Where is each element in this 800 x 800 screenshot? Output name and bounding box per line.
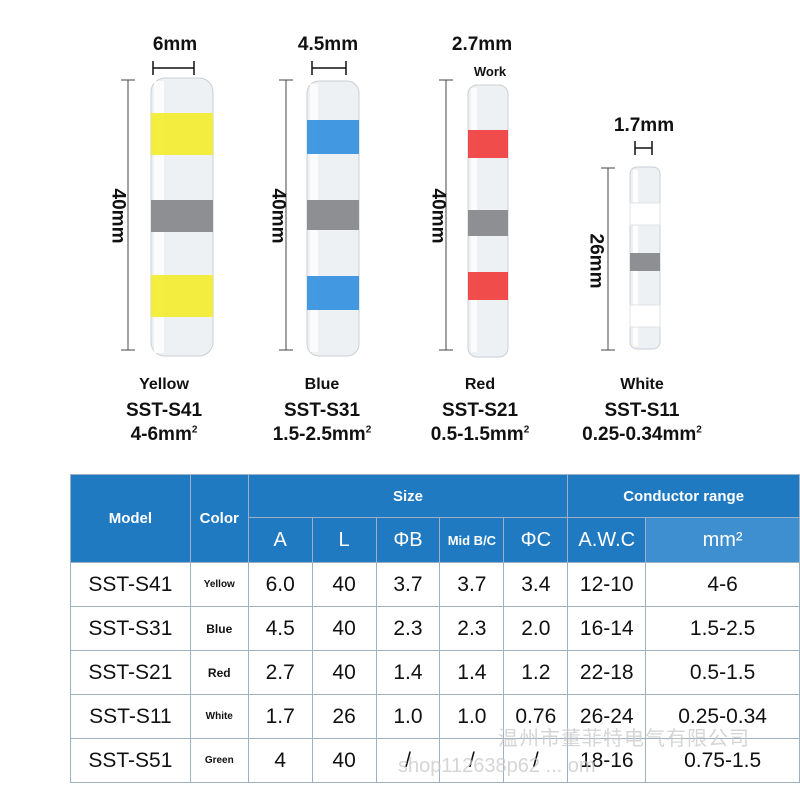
cell-mid: / — [439, 738, 505, 783]
cell-c: 0.76 — [503, 694, 569, 739]
cell-awc: 22-18 — [567, 650, 647, 695]
dimension-marker-2 — [311, 61, 347, 75]
header-a: A — [247, 517, 313, 563]
watermark-line-1: 温州市董菲特电气有限公司 — [498, 728, 750, 750]
header-mid: Mid B/C — [439, 517, 505, 563]
cell-color: White — [189, 694, 249, 739]
cell-mm2: 0.25-0.34 — [645, 694, 800, 739]
cell-awc: 18-16 — [567, 738, 647, 783]
length-marker-3 — [439, 79, 453, 351]
connector-red — [467, 84, 509, 358]
length-marker-2 — [279, 79, 293, 351]
connector-white — [629, 166, 661, 350]
header-model: Model — [70, 474, 191, 563]
width-label-1: 6mm — [152, 34, 198, 55]
connector-yellow — [150, 77, 214, 357]
cell-c: 2.0 — [503, 606, 569, 651]
cell-l: 40 — [311, 738, 377, 783]
dimension-marker-4 — [634, 141, 653, 155]
dimension-marker-1 — [152, 61, 195, 75]
cell-a: 2.7 — [247, 650, 313, 695]
cell-model: SST-S21 — [70, 650, 191, 695]
width-label-3: 2.7mm — [451, 34, 513, 55]
cell-color: Yellow — [189, 562, 249, 607]
model-3: SST-S21 — [441, 400, 519, 421]
cell-color: Blue — [189, 606, 249, 651]
width-label-4: 1.7mm — [613, 115, 675, 136]
range-3: 0.5-1.5mm2 — [430, 424, 530, 445]
cell-mid: 1.4 — [439, 650, 505, 695]
header-mm2: mm² — [645, 517, 800, 563]
cell-c: 1.2 — [503, 650, 569, 695]
work-note: Work — [473, 64, 507, 79]
watermark-line-2: shop112638p62 ... om — [398, 755, 596, 777]
range-4: 0.25-0.34mm2 — [582, 424, 702, 445]
cell-a: 4 — [247, 738, 313, 783]
cell-awc: 26-24 — [567, 694, 647, 739]
color-name-2: Blue — [304, 376, 340, 393]
cell-a: 1.7 — [247, 694, 313, 739]
cell-l: 40 — [311, 606, 377, 651]
cell-l: 40 — [311, 562, 377, 607]
cell-l: 26 — [311, 694, 377, 739]
cell-c: / — [503, 738, 569, 783]
cell-mm2: 0.5-1.5 — [645, 650, 800, 695]
color-name-3: Red — [464, 376, 496, 393]
cell-b: 2.3 — [375, 606, 441, 651]
header-l: L — [311, 517, 377, 563]
cell-awc: 12-10 — [567, 562, 647, 607]
width-label-2: 4.5mm — [297, 34, 359, 55]
cell-mm2: 1.5-2.5 — [645, 606, 800, 651]
length-label-2: 40mm — [267, 188, 289, 244]
cell-color: Red — [189, 650, 249, 695]
range-2: 1.5-2.5mm2 — [272, 424, 372, 445]
cell-mid: 3.7 — [439, 562, 505, 607]
table-row: SST-S41 Yellow 6.0 40 3.7 3.7 3.4 12-10 … — [70, 562, 800, 607]
cell-mid: 2.3 — [439, 606, 505, 651]
cell-mid: 1.0 — [439, 694, 505, 739]
color-name-1: Yellow — [139, 376, 189, 393]
length-label-3: 40mm — [427, 188, 449, 244]
spec-table: Model Color Size Conductor range A L ΦB … — [70, 474, 800, 783]
model-2: SST-S31 — [283, 400, 361, 421]
cell-a: 6.0 — [247, 562, 313, 607]
cell-mm2: 4-6 — [645, 562, 800, 607]
header-color: Color — [189, 474, 249, 563]
header-conductor-range: Conductor range — [567, 474, 800, 518]
cell-b: / — [375, 738, 441, 783]
cell-awc: 16-14 — [567, 606, 647, 651]
cell-b: 3.7 — [375, 562, 441, 607]
header-phib: ΦB — [375, 517, 441, 563]
header-awc: A.W.C — [567, 517, 647, 563]
cell-l: 40 — [311, 650, 377, 695]
length-label-4: 26mm — [585, 233, 607, 289]
header-size: Size — [247, 474, 569, 518]
cell-c: 3.4 — [503, 562, 569, 607]
cell-model: SST-S31 — [70, 606, 191, 651]
length-marker-1 — [121, 79, 135, 351]
range-1: 4-6mm2 — [130, 424, 198, 445]
model-1: SST-S41 — [125, 400, 203, 421]
cell-b: 1.0 — [375, 694, 441, 739]
table-row: SST-S31 Blue 4.5 40 2.3 2.3 2.0 16-14 1.… — [70, 606, 800, 651]
cell-model: SST-S41 — [70, 562, 191, 607]
header-phic: ΦC — [503, 517, 569, 563]
cell-model: SST-S51 — [70, 738, 191, 783]
cell-a: 4.5 — [247, 606, 313, 651]
cell-mm2: 0.75-1.5 — [645, 738, 800, 783]
cell-color: Green — [189, 738, 249, 783]
table-row: SST-S21 Red 2.7 40 1.4 1.4 1.2 22-18 0.5… — [70, 650, 800, 695]
cell-b: 1.4 — [375, 650, 441, 695]
cell-model: SST-S11 — [70, 694, 191, 739]
color-name-4: White — [620, 376, 664, 393]
length-label-1: 40mm — [107, 188, 129, 244]
model-4: SST-S11 — [604, 400, 680, 421]
length-marker-4 — [601, 167, 615, 351]
table-row: SST-S51 Green 4 40 / / / 18-16 0.75-1.5 — [70, 738, 800, 783]
connector-blue — [306, 80, 360, 357]
